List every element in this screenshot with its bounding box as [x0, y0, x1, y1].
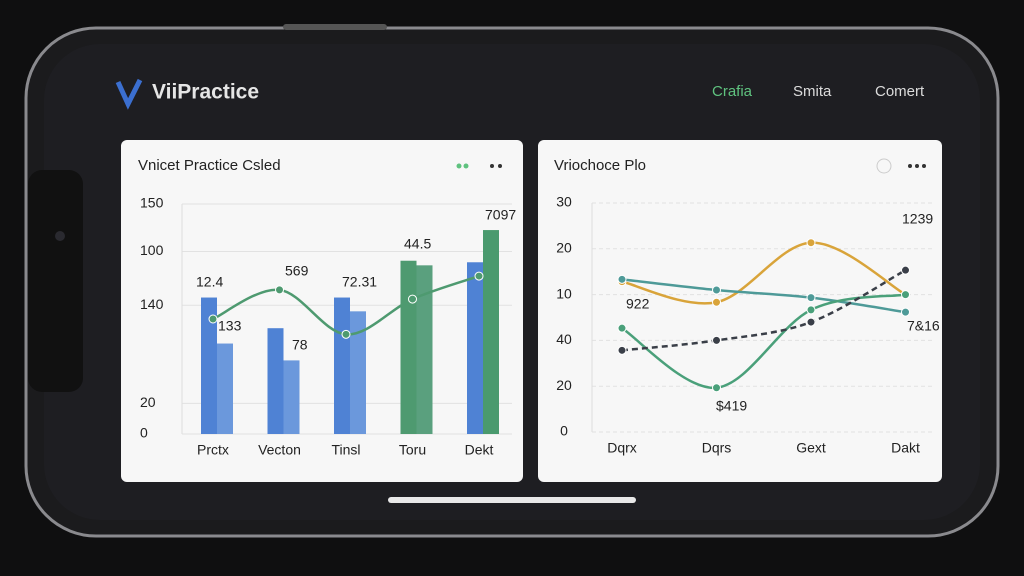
x-tick-label: Toru [399, 442, 426, 458]
y-tick-label: 150 [140, 195, 164, 211]
line-point [712, 383, 721, 393]
line-point [275, 285, 284, 295]
brand: ViiPractice [152, 81, 259, 104]
bar [483, 230, 499, 434]
y-tick-label: 30 [556, 194, 572, 210]
y-tick-label: 20 [556, 377, 572, 393]
card-menu[interactable] [876, 158, 926, 174]
annotation: 1239 [902, 211, 933, 227]
annotation: 78 [292, 337, 308, 353]
line-series [621, 269, 907, 352]
annotation: $419 [716, 398, 747, 414]
line-point [617, 274, 627, 284]
camera-notch [28, 170, 83, 392]
line-point [901, 290, 910, 300]
line-point [408, 294, 417, 304]
annotation: 133 [218, 318, 242, 334]
annotation: 7097 [485, 207, 516, 223]
annotation: 922 [626, 296, 650, 312]
x-tick-label: Dqrx [607, 440, 637, 456]
bar [400, 260, 417, 434]
card-menu[interactable] [456, 163, 503, 169]
nav-item[interactable]: Smita [793, 83, 832, 100]
phone-button [283, 24, 387, 30]
bar [201, 297, 217, 434]
line-point [806, 293, 816, 303]
line-point [474, 271, 484, 281]
card-title: Vriochoce Plo [554, 157, 646, 174]
line-point [901, 265, 910, 275]
y-tick-label: 0 [140, 425, 148, 441]
bar [283, 360, 300, 434]
line-point [806, 305, 816, 315]
bar [334, 297, 350, 434]
bar [416, 265, 433, 434]
y-tick-label: 20 [556, 240, 572, 256]
annotation: 569 [285, 263, 309, 279]
line-series [621, 278, 906, 314]
card [538, 140, 942, 482]
bar [267, 328, 284, 434]
y-tick-label: 140 [140, 296, 164, 312]
y-tick-label: 0 [560, 423, 568, 439]
camera [55, 231, 65, 241]
annotation: 7&16 [907, 318, 940, 334]
annotation: 44.5 [404, 236, 431, 252]
card-title: Vnicet Practice Csled [138, 157, 281, 174]
logo [115, 78, 143, 110]
line-point [617, 323, 627, 333]
line-point [617, 345, 627, 355]
line-point [712, 285, 721, 295]
x-tick-label: Dekt [465, 442, 494, 458]
line-point [712, 297, 721, 307]
y-tick-label: 20 [140, 394, 156, 410]
nav-item[interactable]: Crafia [712, 83, 753, 100]
x-tick-label: Vecton [258, 442, 301, 458]
x-tick-label: Prctx [197, 442, 229, 458]
line-series [621, 241, 907, 305]
line-point [341, 329, 351, 339]
y-tick-label: 40 [556, 331, 572, 347]
y-tick-label: 10 [556, 285, 572, 301]
bar [467, 262, 483, 434]
annotation: 72.31 [342, 274, 377, 290]
bar [350, 311, 366, 434]
x-tick-label: Dakt [891, 440, 920, 456]
x-tick-label: Gext [796, 440, 826, 456]
nav-item[interactable]: Comert [875, 83, 925, 100]
annotation: 12.4 [196, 274, 223, 290]
card [121, 140, 523, 482]
x-tick-label: Tinsl [331, 442, 360, 458]
home-indicator [388, 497, 636, 503]
line-point [712, 335, 721, 345]
x-tick-label: Dqrs [702, 440, 732, 456]
bar [217, 343, 233, 434]
line-point [901, 307, 910, 317]
y-tick-label: 100 [140, 242, 164, 258]
line-point [806, 317, 816, 327]
line-point [208, 314, 218, 324]
line-point [806, 238, 816, 248]
